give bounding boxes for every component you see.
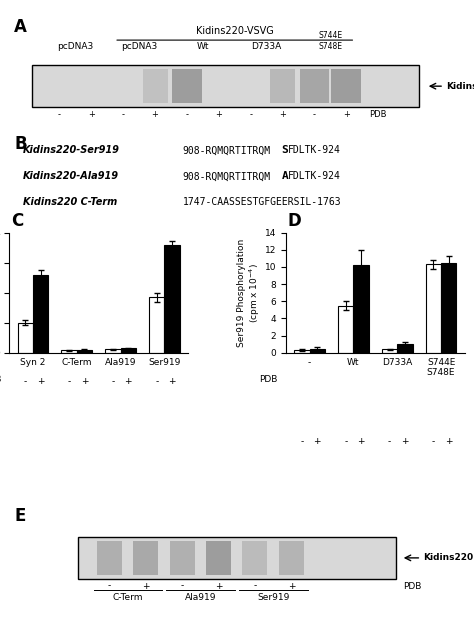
Text: 1747-CAASSESTGFGEERSIL-1763: 1747-CAASSESTGFGEERSIL-1763 bbox=[182, 197, 341, 207]
Text: -: - bbox=[388, 437, 391, 446]
Text: FDLTK-924: FDLTK-924 bbox=[288, 171, 341, 181]
Text: +: + bbox=[168, 377, 176, 386]
Text: Kidins220-Ala919: Kidins220-Ala919 bbox=[23, 171, 119, 181]
Text: -: - bbox=[254, 582, 257, 591]
Text: -: - bbox=[67, 377, 71, 386]
Text: +: + bbox=[152, 110, 158, 120]
Text: -: - bbox=[432, 437, 435, 446]
Bar bbox=[354, 265, 369, 353]
Text: PDB: PDB bbox=[369, 110, 386, 120]
Text: B: B bbox=[14, 135, 27, 153]
Bar bbox=[294, 350, 310, 353]
Bar bbox=[78, 537, 396, 579]
Bar bbox=[441, 263, 456, 353]
Text: D733A: D733A bbox=[251, 42, 282, 50]
Text: -: - bbox=[122, 110, 125, 120]
Bar bbox=[243, 541, 267, 575]
Text: pcDNA3: pcDNA3 bbox=[121, 42, 157, 50]
Text: S744E
S748E: S744E S748E bbox=[318, 31, 342, 50]
Bar bbox=[270, 69, 295, 103]
Bar bbox=[120, 348, 136, 353]
Text: Kidins220-Ser919: Kidins220-Ser919 bbox=[23, 145, 120, 155]
Bar bbox=[143, 69, 168, 103]
Bar bbox=[133, 541, 158, 575]
Bar bbox=[206, 541, 231, 575]
Text: S: S bbox=[282, 145, 288, 155]
Text: -: - bbox=[24, 377, 27, 386]
Bar bbox=[97, 541, 122, 575]
Text: D: D bbox=[288, 212, 301, 230]
Text: +: + bbox=[142, 582, 150, 591]
Text: +: + bbox=[215, 582, 223, 591]
Text: pcDNA3: pcDNA3 bbox=[57, 42, 93, 50]
Text: Wt: Wt bbox=[197, 42, 209, 50]
Bar bbox=[382, 350, 397, 353]
Text: 908-RQMQRTITRQM: 908-RQMQRTITRQM bbox=[182, 145, 271, 155]
Text: +: + bbox=[279, 110, 286, 120]
Text: -: - bbox=[300, 437, 303, 446]
Text: -: - bbox=[108, 582, 111, 591]
Text: Ala919: Ala919 bbox=[185, 594, 216, 602]
Bar bbox=[149, 297, 164, 353]
Text: -: - bbox=[155, 377, 158, 386]
Bar bbox=[279, 541, 304, 575]
Text: +: + bbox=[37, 377, 45, 386]
Bar bbox=[310, 348, 325, 353]
Text: +: + bbox=[445, 437, 453, 446]
Text: +: + bbox=[88, 110, 95, 120]
Text: Kidins220 C-Term: Kidins220 C-Term bbox=[23, 197, 118, 207]
Y-axis label: Ser919 Phosphorylation
(cpm x 10$^{-4}$): Ser919 Phosphorylation (cpm x 10$^{-4}$) bbox=[237, 239, 262, 347]
Text: -: - bbox=[181, 582, 184, 591]
Text: +: + bbox=[215, 110, 222, 120]
Bar bbox=[105, 350, 120, 353]
Text: Kidins220: Kidins220 bbox=[424, 553, 474, 563]
Bar bbox=[32, 65, 419, 107]
Text: Kidins220-VSVG: Kidins220-VSVG bbox=[196, 26, 273, 36]
Text: -: - bbox=[313, 110, 316, 120]
Text: A: A bbox=[14, 17, 27, 36]
Bar bbox=[338, 306, 354, 353]
Bar bbox=[397, 345, 412, 353]
Text: FDLTK-924: FDLTK-924 bbox=[288, 145, 341, 155]
Text: +: + bbox=[313, 437, 321, 446]
Text: Kidins220: Kidins220 bbox=[447, 82, 474, 91]
Text: A: A bbox=[282, 171, 288, 181]
Text: 908-RQMQRTITRQM: 908-RQMQRTITRQM bbox=[182, 171, 271, 181]
Text: -: - bbox=[344, 437, 347, 446]
Text: -: - bbox=[185, 110, 189, 120]
Text: Ser919: Ser919 bbox=[257, 594, 290, 602]
Bar bbox=[331, 69, 361, 103]
Text: -: - bbox=[111, 377, 115, 386]
Text: +: + bbox=[125, 377, 132, 386]
Bar bbox=[33, 275, 48, 353]
Bar bbox=[18, 323, 33, 353]
Bar bbox=[170, 541, 195, 575]
Text: PDB: PDB bbox=[0, 374, 1, 384]
Text: +: + bbox=[343, 110, 350, 120]
Text: +: + bbox=[401, 437, 409, 446]
Text: C-Term: C-Term bbox=[112, 594, 143, 602]
Bar bbox=[164, 245, 180, 353]
Text: +: + bbox=[288, 582, 295, 591]
Bar bbox=[62, 351, 77, 353]
Text: E: E bbox=[14, 507, 26, 525]
Text: C: C bbox=[11, 212, 24, 230]
Text: -: - bbox=[249, 110, 252, 120]
Bar bbox=[426, 264, 441, 353]
Text: PDB: PDB bbox=[259, 374, 278, 384]
Bar bbox=[300, 69, 329, 103]
Text: PDB: PDB bbox=[403, 582, 421, 591]
Bar bbox=[77, 350, 92, 353]
Text: +: + bbox=[81, 377, 88, 386]
Text: +: + bbox=[357, 437, 365, 446]
Text: -: - bbox=[58, 110, 61, 120]
Bar bbox=[172, 69, 202, 103]
